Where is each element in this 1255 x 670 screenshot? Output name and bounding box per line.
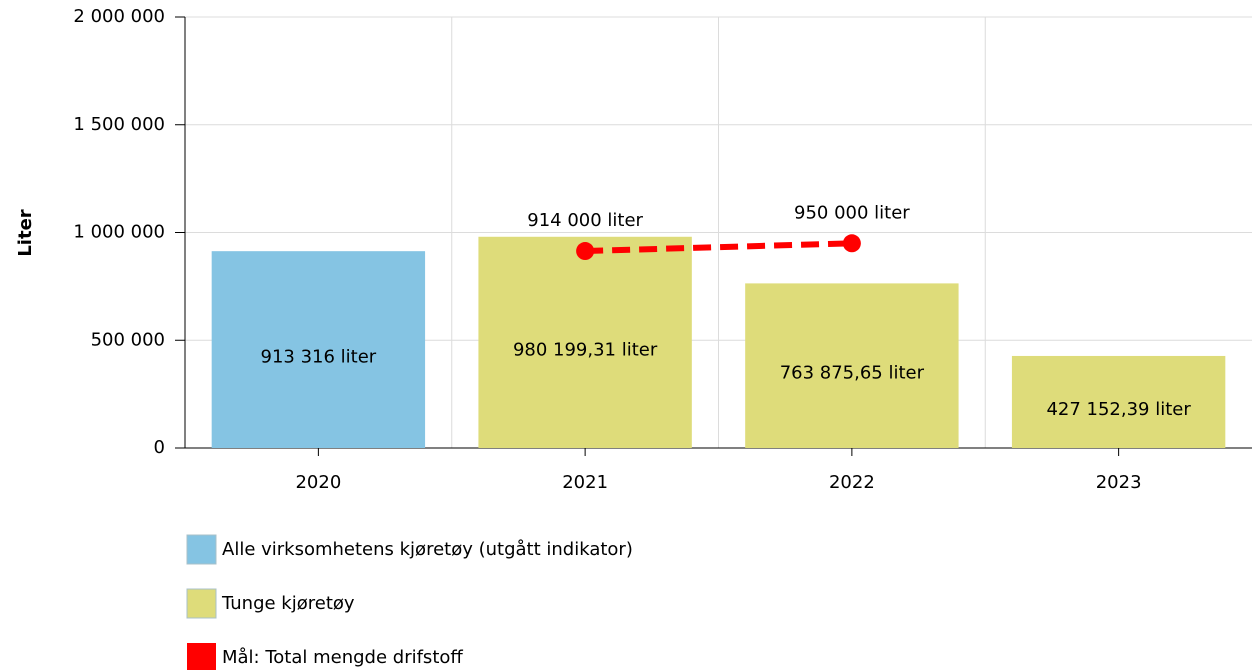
- legend-swatch: [186, 534, 217, 565]
- target-value-label: 950 000 liter: [794, 202, 910, 223]
- legend-label: Tunge kjøretøy: [221, 593, 355, 614]
- y-tick-label: 2 000 000: [73, 6, 165, 27]
- target-value-label: 914 000 liter: [527, 210, 643, 231]
- x-tick-label: 2022: [829, 472, 875, 493]
- target-line: [585, 240, 852, 255]
- x-tick-label: 2023: [1096, 472, 1142, 493]
- bar-value-label: 427 152,39 liter: [1046, 399, 1191, 420]
- bar-value-label: 763 875,65 liter: [780, 363, 925, 384]
- y-tick-label: 1 500 000: [73, 114, 165, 135]
- y-tick-label: 1 000 000: [73, 222, 165, 243]
- legend-swatch: [187, 643, 216, 670]
- bar: [1011, 355, 1226, 448]
- y-axis-label: Liter: [15, 209, 36, 256]
- target-point: [576, 242, 595, 261]
- target-point: [842, 234, 861, 253]
- y-tick-label: 0: [154, 437, 165, 458]
- y-tick-label: 500 000: [91, 329, 165, 350]
- bar: [211, 251, 426, 448]
- legend-label: Mål: Total mengde drifstoff: [222, 647, 463, 668]
- bar-value-label: 913 316 liter: [261, 347, 377, 368]
- bar-value-label: 980 199,31 liter: [513, 339, 658, 360]
- x-tick-label: 2021: [562, 472, 608, 493]
- legend-label: Alle virksomhetens kjøretøy (utgått indi…: [222, 539, 633, 560]
- bar: [745, 283, 959, 448]
- x-tick-label: 2020: [295, 472, 341, 493]
- bar: [478, 236, 692, 448]
- legend-swatch: [186, 588, 217, 619]
